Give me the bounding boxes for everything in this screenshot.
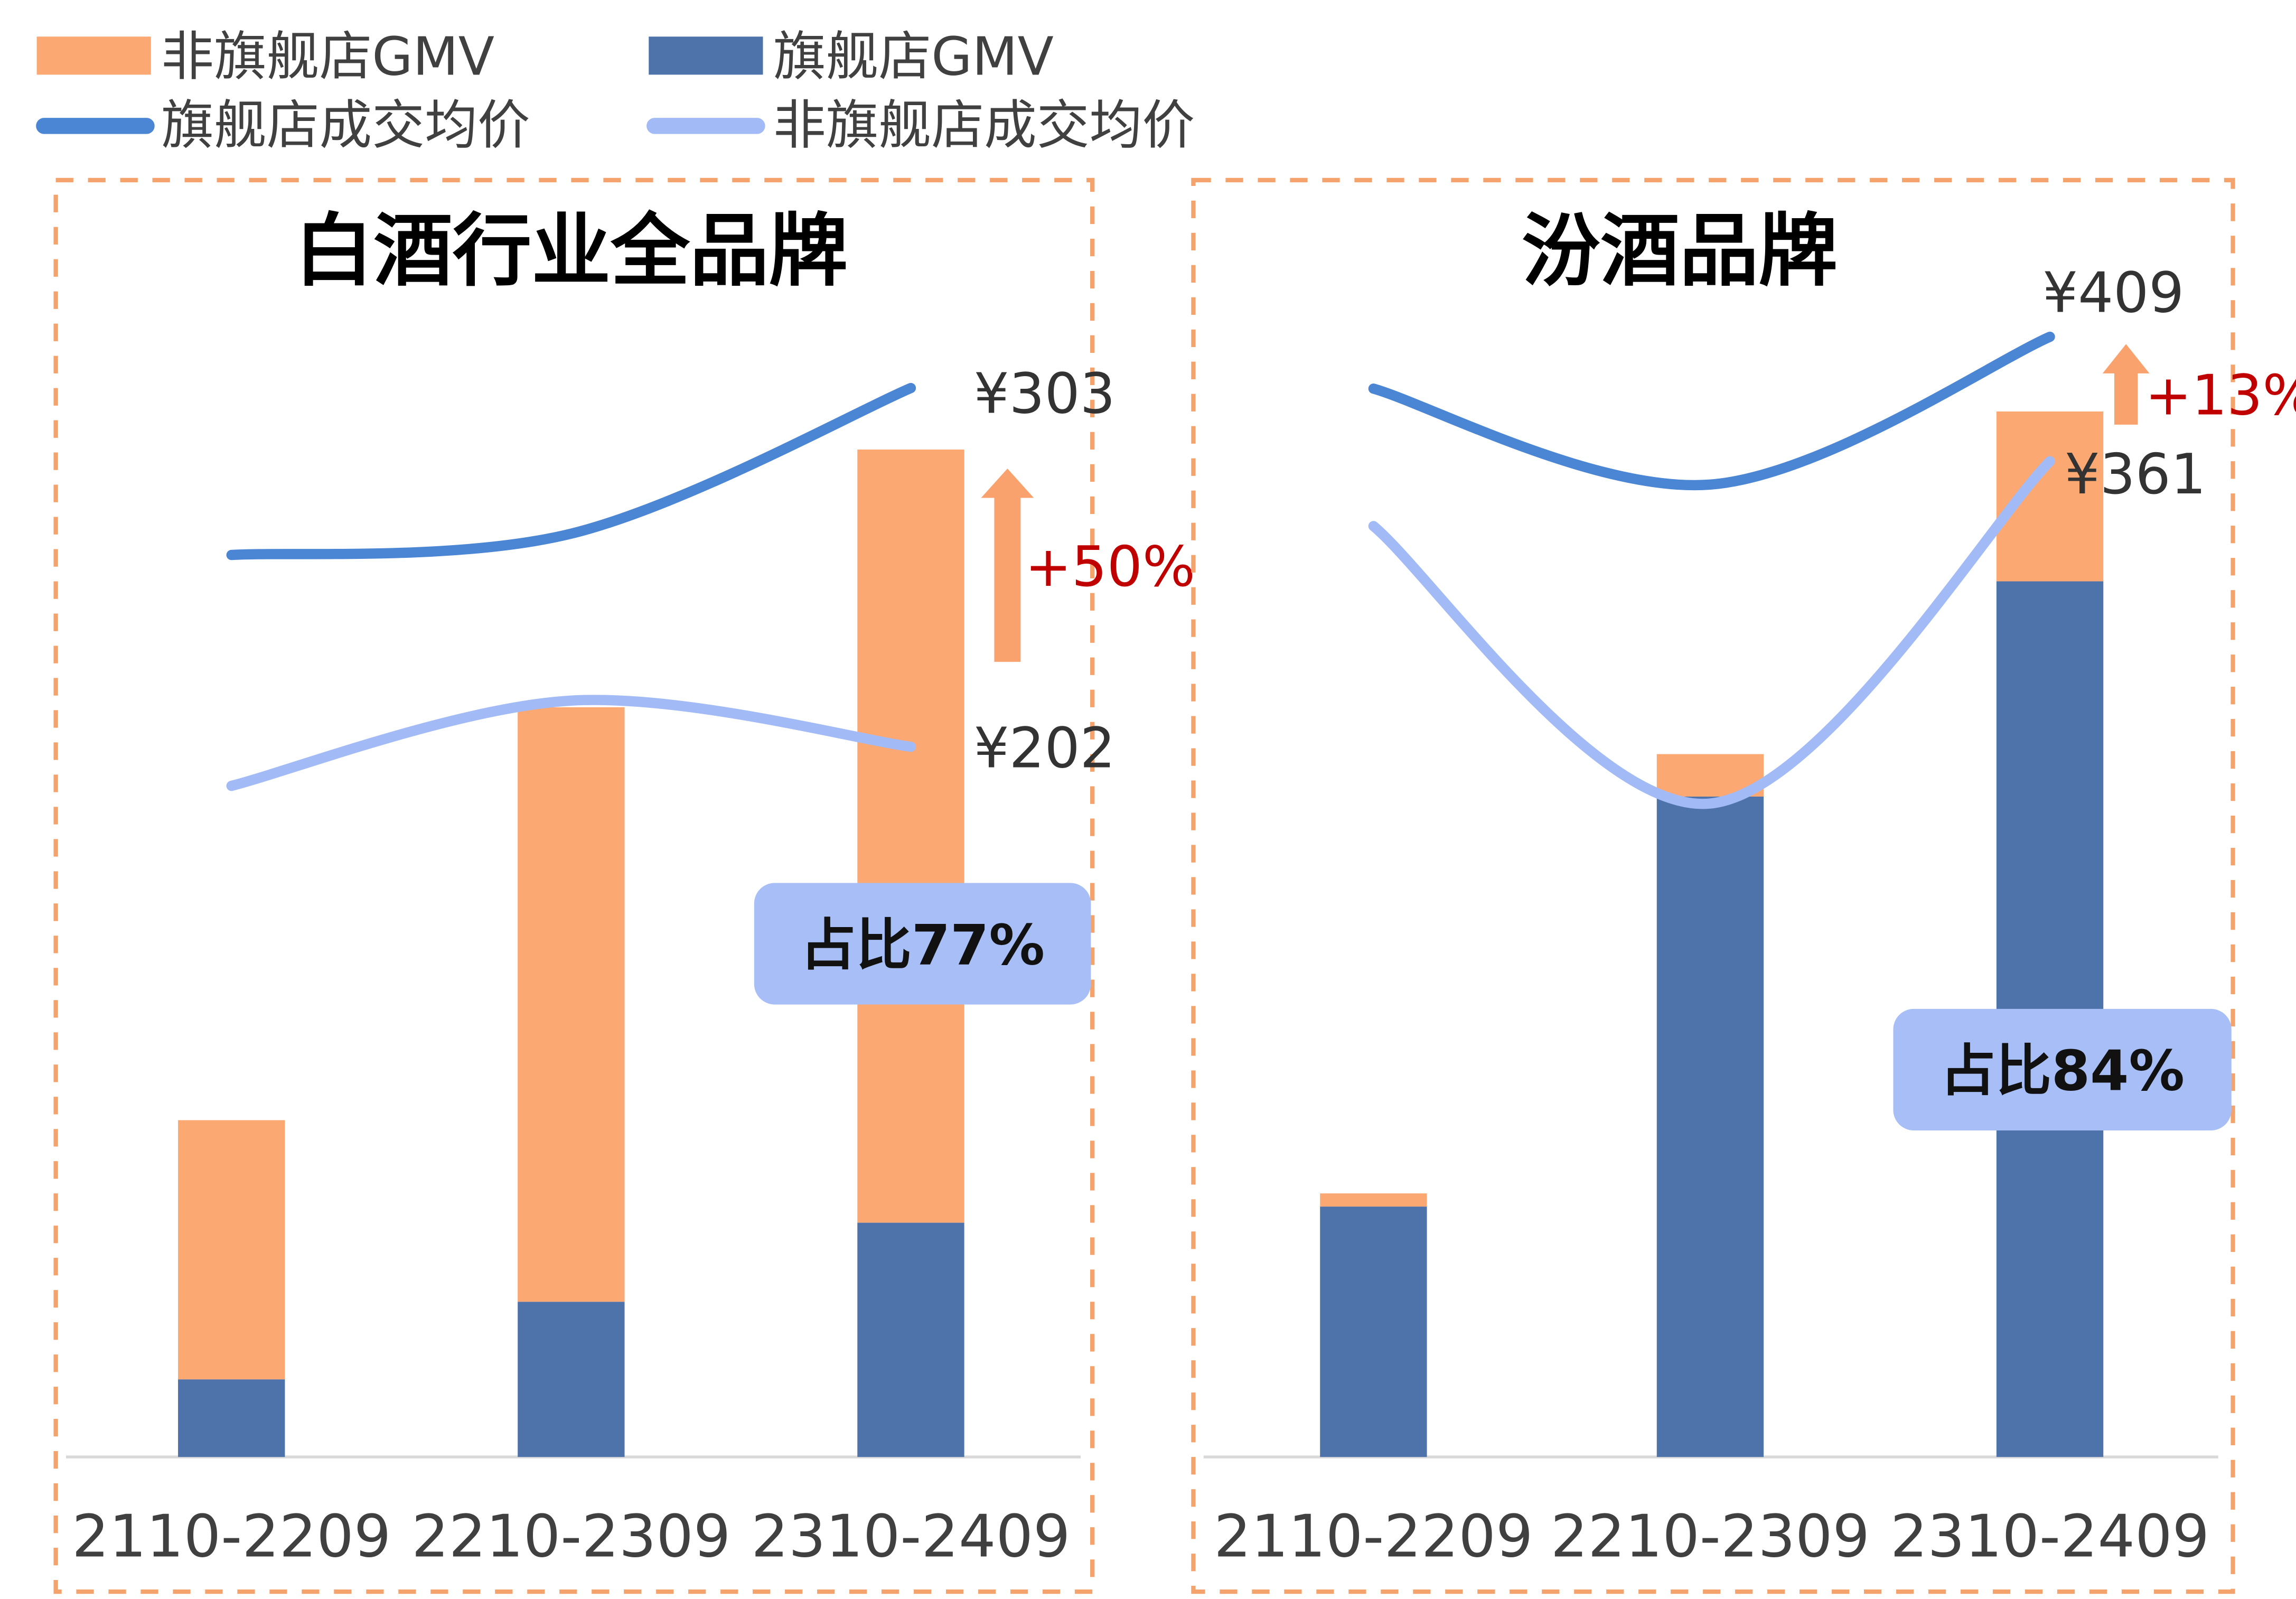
- legend-label-flag-price: 旗舰店成交均价: [161, 95, 530, 156]
- panel-border: [53, 177, 1095, 1594]
- bar-nonflag-gmv: [857, 449, 964, 1223]
- legend-label-flag-gmv: 旗舰店GMV: [773, 25, 1054, 87]
- share-callout: [754, 883, 1091, 1005]
- growth-label: +13%: [2145, 362, 2296, 427]
- price-label-flag: ¥303: [974, 361, 1116, 426]
- legend: 非旗舰店GMV 旗舰店GMV 旗舰店成交均价 非旗舰店成交均价: [36, 25, 1195, 156]
- price-label-flag: ¥409: [2042, 260, 2184, 325]
- bar-flag-gmv: [1656, 796, 1764, 1457]
- price-label-nonflag: ¥202: [974, 716, 1116, 781]
- bar-flag-gmv: [518, 1302, 625, 1457]
- legend-swatch-flag-gmv: [649, 36, 763, 75]
- arrow-up-icon: [2102, 344, 2150, 425]
- x-tick-label: 2110-2209: [1214, 1503, 1533, 1571]
- bar-flag-gmv: [857, 1222, 964, 1457]
- line-nonflag-price: [226, 695, 916, 791]
- legend-label-nonflag-gmv: 非旗舰店GMV: [161, 25, 494, 87]
- x-tick-label: 2110-2209: [72, 1503, 391, 1571]
- legend-swatch-nonflag-gmv: [36, 36, 151, 75]
- share-label: 占比84%: [1940, 1039, 2185, 1104]
- x-tick-label: 2310-2409: [1890, 1503, 2209, 1571]
- chart-title: 白酒行业全品牌: [294, 205, 848, 297]
- legend-label-nonflag-price: 非旗舰店成交均价: [773, 95, 1195, 156]
- x-tick-label: 2210-2309: [411, 1503, 730, 1571]
- price-label-nonflag: ¥361: [2065, 442, 2206, 507]
- panel-border: [1191, 177, 2235, 1594]
- chart-panel-1: 白酒行业全品牌 2110-2209 2210-2309 2310-2409 ¥303 ¥2…: [53, 177, 1195, 1594]
- line-flag-price: [226, 382, 916, 560]
- chart-panel-2: 汾酒品牌 2110-2209 2210-2309 2310-2409 ¥409 ¥361 +…: [1191, 177, 2296, 1594]
- bar-nonflag-gmv: [178, 1120, 285, 1380]
- chart-title: 汾酒品牌: [1521, 205, 1838, 297]
- growth-label: +50%: [1025, 534, 1195, 599]
- bar-nonflag-gmv: [1320, 1193, 1427, 1207]
- line-nonflag-price: [1368, 456, 2055, 809]
- line-flag-price: [1368, 331, 2055, 491]
- share-label: 占比77%: [800, 912, 1045, 977]
- share-callout: [1893, 1008, 2232, 1130]
- arrow-up-icon: [981, 469, 1034, 662]
- bar-flag-gmv: [1320, 1207, 1427, 1457]
- x-tick-label: 2210-2309: [1551, 1503, 1870, 1571]
- bar-nonflag-gmv: [518, 707, 625, 1302]
- bar-flag-gmv: [178, 1379, 285, 1457]
- x-tick-label: 2310-2409: [751, 1503, 1070, 1571]
